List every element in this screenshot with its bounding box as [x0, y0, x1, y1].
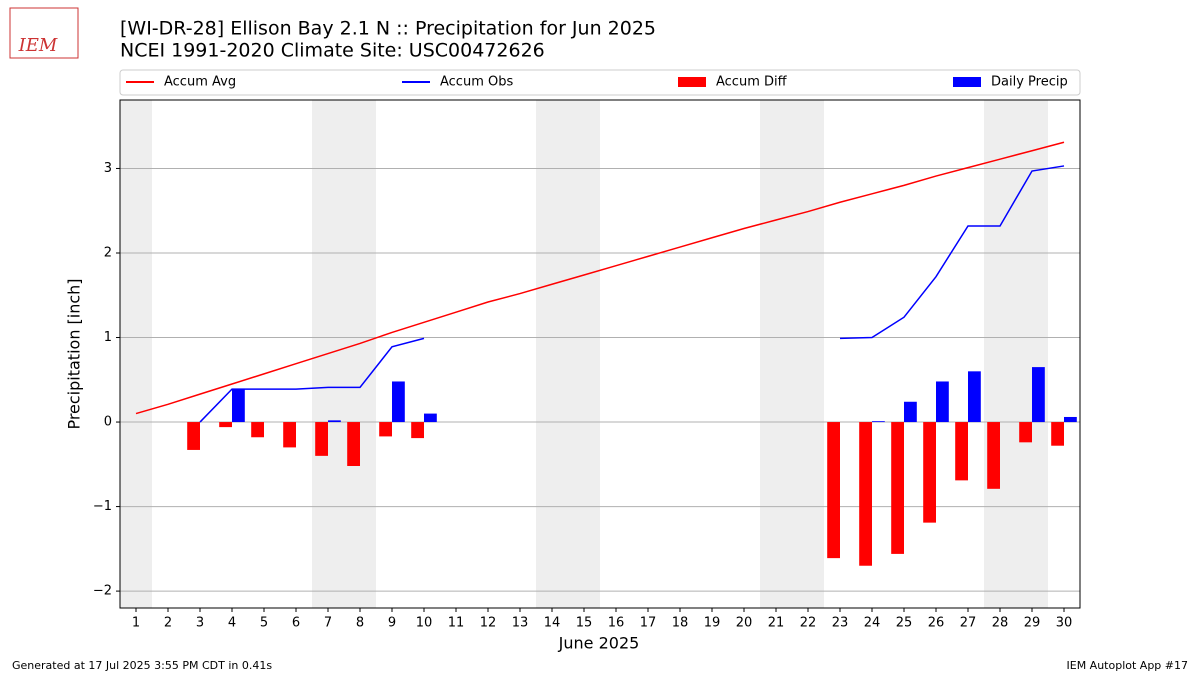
- weekend-shade: [120, 100, 152, 608]
- bar: [872, 421, 885, 423]
- bar: [1064, 416, 1077, 423]
- x-tick-label: 24: [864, 616, 881, 631]
- logo: IEM: [18, 35, 58, 56]
- y-tick-label: 0: [104, 415, 112, 430]
- x-tick-label: 6: [292, 616, 300, 631]
- legend-swatch: [953, 77, 981, 87]
- legend-label: Accum Diff: [716, 75, 788, 90]
- weekend-shade: [760, 100, 792, 608]
- bar: [968, 371, 981, 423]
- legend-swatch: [678, 77, 706, 87]
- y-tick-label: −1: [93, 499, 112, 514]
- legend: [119, 69, 1081, 96]
- x-tick-label: 19: [704, 616, 721, 631]
- bar: [1032, 367, 1045, 423]
- bar: [232, 389, 245, 423]
- x-tick-label: 11: [448, 616, 465, 631]
- x-tick-label: 21: [768, 616, 785, 631]
- bar: [987, 422, 1000, 489]
- x-tick-label: 15: [576, 616, 593, 631]
- bar: [1051, 422, 1064, 446]
- x-tick-label: 25: [896, 616, 913, 631]
- y-tick-label: 3: [104, 161, 112, 176]
- x-tick-label: 16: [608, 616, 625, 631]
- bar: [219, 422, 232, 428]
- bar: [827, 422, 840, 559]
- bar: [379, 422, 392, 437]
- legend-label: Accum Avg: [164, 75, 236, 90]
- bar: [891, 422, 904, 554]
- bar: [392, 381, 405, 423]
- x-tick-label: 30: [1056, 616, 1073, 631]
- y-axis-label: Precipitation [inch]: [65, 278, 84, 429]
- x-tick-label: 20: [736, 616, 753, 631]
- chart-subtitle: NCEI 1991-2020 Climate Site: USC00472626: [120, 40, 545, 62]
- bar: [187, 422, 200, 450]
- y-tick-label: −2: [93, 584, 112, 599]
- x-tick-label: 27: [960, 616, 977, 631]
- footer-right: IEM Autoplot App #17: [1067, 659, 1189, 672]
- weekend-shade: [1016, 100, 1048, 608]
- legend-label: Daily Precip: [991, 75, 1068, 90]
- footer-left: Generated at 17 Jul 2025 3:55 PM CDT in …: [12, 659, 272, 672]
- legend-label: Accum Obs: [440, 75, 513, 90]
- plot-frame: [119, 99, 1081, 609]
- x-tick-label: 26: [928, 616, 945, 631]
- weekend-shade: [568, 100, 600, 608]
- y-tick-label: 2: [104, 245, 112, 260]
- y-tick-label: 1: [104, 330, 112, 345]
- bar: [904, 401, 917, 423]
- bar: [923, 422, 936, 523]
- x-tick-label: 14: [544, 616, 561, 631]
- x-tick-label: 10: [416, 616, 433, 631]
- weekend-shade: [344, 100, 376, 608]
- bar: [1019, 422, 1032, 443]
- bar: [955, 422, 968, 481]
- bar: [315, 422, 328, 456]
- x-tick-label: 8: [356, 616, 364, 631]
- x-axis-label: June 2025: [558, 634, 640, 653]
- weekend-shade: [984, 100, 1016, 608]
- x-tick-label: 1: [132, 616, 140, 631]
- weekend-shade: [536, 100, 568, 608]
- x-tick-label: 7: [324, 616, 332, 631]
- x-tick-label: 28: [992, 616, 1009, 631]
- x-tick-label: 13: [512, 616, 529, 631]
- x-tick-label: 4: [228, 616, 236, 631]
- bar: [328, 420, 341, 423]
- line: [199, 165, 1065, 423]
- bar: [283, 422, 296, 448]
- x-tick-label: 3: [196, 616, 204, 631]
- bar: [411, 422, 424, 439]
- bar: [859, 422, 872, 566]
- x-tick-label: 12: [480, 616, 497, 631]
- bar: [347, 422, 360, 466]
- x-tick-label: 5: [260, 616, 268, 631]
- line: [135, 141, 1065, 415]
- weekend-shade: [792, 100, 824, 608]
- chart-title: [WI-DR-28] Ellison Bay 2.1 N :: Precipit…: [120, 18, 656, 40]
- x-tick-label: 22: [800, 616, 817, 631]
- bar: [251, 422, 264, 438]
- bar: [424, 413, 437, 423]
- x-tick-label: 23: [832, 616, 849, 631]
- logo-frame: [9, 7, 79, 59]
- x-tick-label: 18: [672, 616, 689, 631]
- x-tick-label: 17: [640, 616, 657, 631]
- x-tick-label: 9: [388, 616, 396, 631]
- bar: [936, 381, 949, 423]
- x-tick-label: 29: [1024, 616, 1041, 631]
- x-tick-label: 2: [164, 616, 172, 631]
